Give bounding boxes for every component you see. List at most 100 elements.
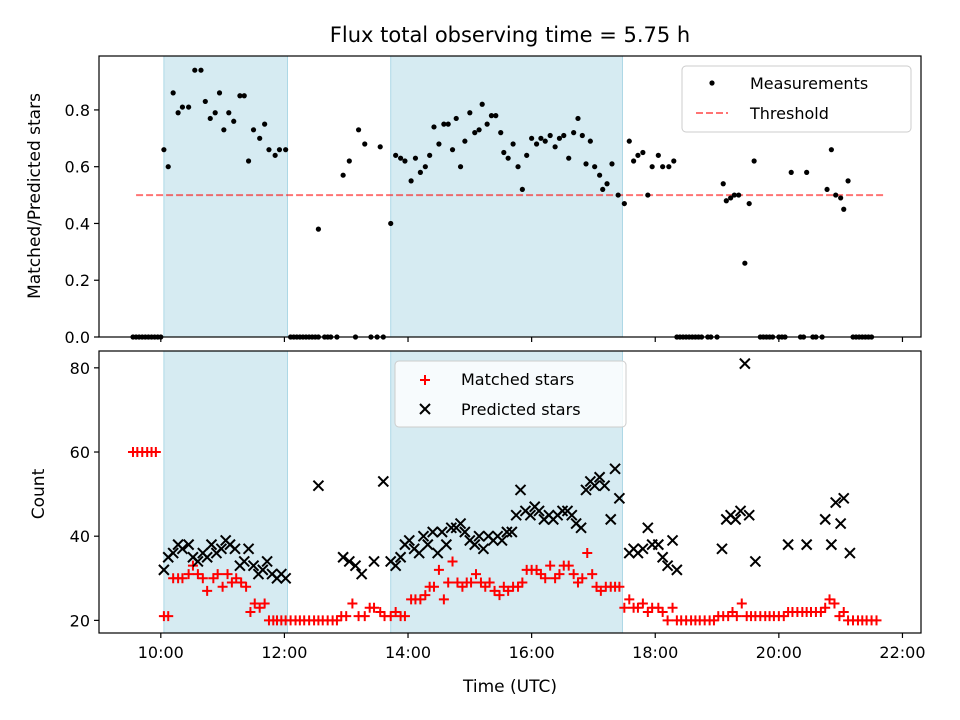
matched-stars-point bbox=[399, 611, 410, 622]
measurement-point bbox=[597, 172, 603, 178]
matched-stars-point bbox=[829, 598, 840, 609]
measurement-point bbox=[845, 178, 851, 184]
predicted-stars-point bbox=[440, 538, 453, 551]
y-tick-label: 40 bbox=[70, 527, 90, 546]
x-tick-label: 18:00 bbox=[632, 643, 678, 662]
measurement-point bbox=[479, 101, 485, 107]
legend-matched-marker bbox=[420, 375, 430, 385]
matched-stars-point bbox=[563, 560, 574, 571]
predicted-stars-point bbox=[656, 551, 669, 563]
matched-stars-point bbox=[222, 569, 233, 580]
measurement-point bbox=[635, 152, 641, 158]
predicted-stars-point bbox=[158, 564, 170, 576]
axes-frame bbox=[98, 55, 922, 338]
measurement-point bbox=[510, 141, 516, 147]
measurement-point bbox=[666, 164, 672, 170]
matched-stars-point bbox=[447, 556, 458, 567]
measurement-point bbox=[241, 93, 247, 99]
predicted-stars-point bbox=[459, 526, 471, 538]
measurement-point bbox=[533, 141, 540, 147]
measurement-point bbox=[640, 149, 646, 156]
measurement-point bbox=[266, 147, 272, 153]
predicted-stars-point bbox=[312, 479, 325, 492]
measurement-point bbox=[476, 127, 482, 133]
measurement-point bbox=[609, 161, 615, 167]
predicted-stars-point bbox=[201, 551, 213, 563]
predicted-stars-point bbox=[176, 543, 189, 555]
predicted-stars-point bbox=[661, 559, 674, 572]
measurement-point bbox=[457, 164, 464, 170]
matched-stars-point bbox=[667, 602, 678, 613]
measurement-point bbox=[462, 138, 468, 144]
measurement-point bbox=[626, 138, 632, 144]
predicted-stars-point bbox=[834, 517, 847, 530]
predicted-stars-point bbox=[637, 543, 649, 555]
measurement-point bbox=[519, 186, 525, 193]
measurement-point bbox=[547, 132, 553, 139]
measurement-point bbox=[645, 192, 651, 198]
matched-stars-point bbox=[484, 577, 495, 588]
y-tick-label: 0.0 bbox=[65, 328, 90, 347]
predicted-stars-point bbox=[652, 538, 665, 551]
measurement-point bbox=[216, 90, 223, 96]
top-panel: 0.0 0.2 0.4 0.6 0.8 Measurements Threshold bbox=[65, 55, 922, 347]
predicted-stars-point bbox=[734, 505, 747, 517]
matched-stars-point bbox=[657, 606, 668, 617]
predicted-stars-point bbox=[417, 530, 430, 542]
measurement-point bbox=[467, 110, 473, 116]
measurement-point bbox=[231, 118, 237, 124]
matched-stars-point bbox=[494, 590, 505, 601]
matched-stars-point bbox=[202, 585, 213, 596]
predicted-stars-point bbox=[337, 551, 349, 563]
measurement-point bbox=[315, 226, 322, 232]
x-tick-label: 10:00 bbox=[138, 643, 184, 662]
matched-stars-point bbox=[619, 602, 630, 613]
measurement-point bbox=[600, 186, 606, 193]
y-tick-label: 80 bbox=[70, 359, 90, 378]
measurement-point bbox=[393, 152, 399, 158]
predicted-stars-point bbox=[377, 475, 390, 488]
measurement-point bbox=[660, 164, 666, 170]
measurement-point bbox=[431, 124, 437, 130]
predicted-stars-point bbox=[205, 538, 218, 551]
x-tick-label: 12:00 bbox=[261, 643, 307, 662]
measurement-point bbox=[566, 155, 572, 161]
predicted-stars-point bbox=[167, 547, 179, 559]
predicted-stars-point bbox=[413, 547, 425, 559]
matched-stars-point bbox=[871, 615, 882, 626]
predicted-stars-point bbox=[368, 555, 380, 568]
measurement-point bbox=[488, 113, 495, 119]
matched-stars-point bbox=[577, 573, 588, 584]
matched-stars-point bbox=[540, 573, 551, 584]
predicted-stars-point bbox=[642, 522, 654, 534]
measurement-point bbox=[746, 200, 752, 207]
predicted-stars-point bbox=[355, 568, 368, 580]
observing-interval bbox=[390, 55, 623, 338]
measurement-point bbox=[723, 198, 729, 204]
predicted-stars-point bbox=[782, 538, 794, 551]
measurement-point bbox=[731, 192, 737, 198]
measurement-point bbox=[828, 147, 834, 153]
legend-predicted-marker bbox=[419, 403, 431, 415]
predicted-stars-point bbox=[422, 538, 434, 551]
measurement-point bbox=[340, 172, 346, 178]
y-tick-label: 0.2 bbox=[65, 271, 90, 290]
measurement-point bbox=[561, 132, 567, 139]
measurement-point bbox=[515, 164, 521, 170]
predicted-stars-point bbox=[716, 543, 728, 555]
predicted-stars-point bbox=[257, 564, 269, 576]
top-ylabel: Matched/Predicted stars bbox=[25, 93, 45, 299]
predicted-stars-point bbox=[242, 543, 255, 555]
matched-stars-point bbox=[438, 594, 449, 605]
matched-stars-point bbox=[241, 581, 252, 592]
legend-label-threshold: Threshold bbox=[749, 104, 829, 123]
measurement-point bbox=[417, 169, 423, 175]
predicted-stars-point bbox=[605, 513, 617, 526]
predicted-stars-point bbox=[838, 492, 850, 505]
matched-stars-point bbox=[736, 598, 747, 609]
measurement-point bbox=[250, 127, 257, 133]
measurement-point bbox=[212, 110, 218, 116]
legend-label-measurements: Measurements bbox=[750, 74, 868, 93]
matched-stars-point bbox=[177, 573, 188, 584]
